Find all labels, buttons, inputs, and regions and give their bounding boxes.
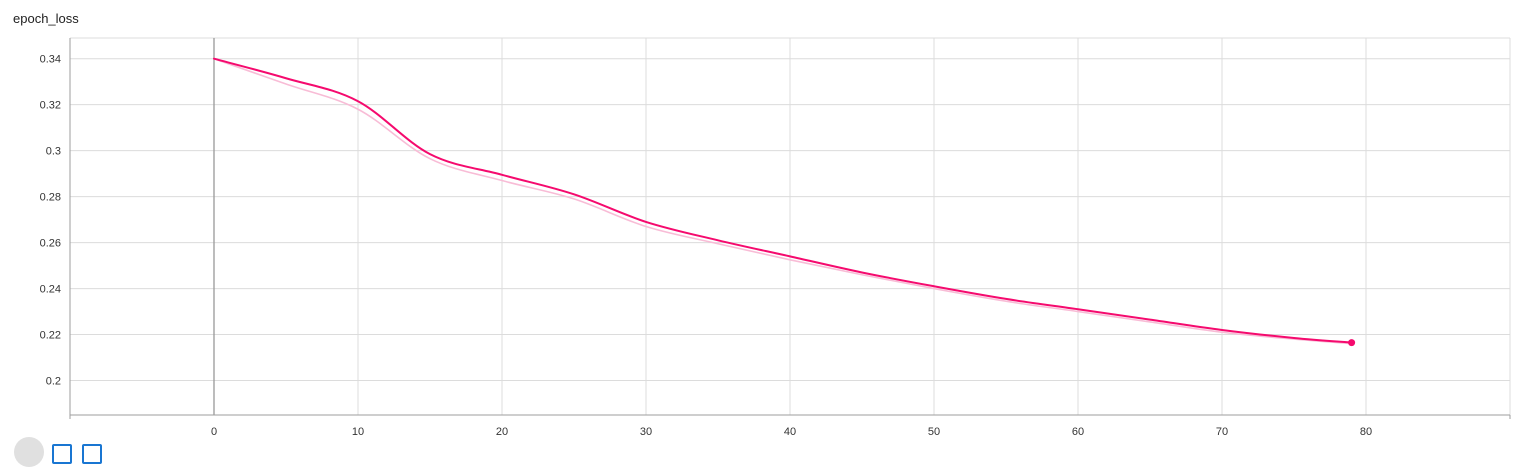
square-icon[interactable] xyxy=(82,444,102,464)
y-tick-label: 0.22 xyxy=(40,330,61,342)
y-tick-label: 0.32 xyxy=(40,100,61,112)
circle-icon[interactable] xyxy=(14,437,44,467)
y-tick-label: 0.2 xyxy=(46,376,61,388)
x-tick-label: 30 xyxy=(640,426,652,438)
square-icon[interactable] xyxy=(52,444,72,464)
y-tick-label: 0.34 xyxy=(40,54,61,66)
x-tick-label: 60 xyxy=(1072,426,1084,438)
raw-series-line xyxy=(213,57,1353,345)
x-tick-label: 0 xyxy=(211,426,217,438)
x-tick-label: 20 xyxy=(496,426,508,438)
axis-layer xyxy=(69,38,1511,419)
chart-title: epoch_loss xyxy=(13,11,79,26)
x-tick-label: 10 xyxy=(352,426,364,438)
x-tick-label: 70 xyxy=(1216,426,1228,438)
y-tick-label: 0.26 xyxy=(40,238,61,250)
grid-layer xyxy=(70,37,1511,415)
y-tick-label: 0.28 xyxy=(40,192,61,204)
x-tick-label: 40 xyxy=(784,426,796,438)
smoothed-series-line xyxy=(213,57,1353,344)
x-tick-label: 80 xyxy=(1360,426,1372,438)
series-layer xyxy=(213,57,1356,347)
x-tick-label: 50 xyxy=(928,426,940,438)
series-end-point xyxy=(1348,339,1356,347)
tick-label-layer: 0.2 0.22 0.24 0.26 0.28 0.3 0.32 0.34 0 10 20 30 40 5… xyxy=(40,54,1373,438)
chart-plot: 0.2 0.22 0.24 0.26 0.28 0.3 0.32 0.34 0 10 20 30 40 5… xyxy=(40,37,1511,438)
y-tick-label: 0.24 xyxy=(40,284,61,296)
y-tick-label: 0.3 xyxy=(46,146,61,158)
